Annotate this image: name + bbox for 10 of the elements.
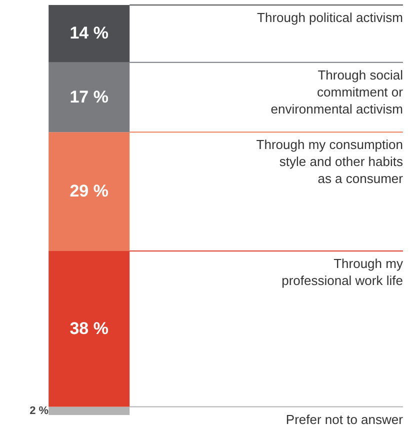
text: Through my consumption style and other habits as a consumer [256, 137, 404, 186]
data-label: 14 % [70, 24, 108, 43]
data-label: 2 % [30, 404, 49, 417]
text: Through my professional work life [282, 256, 404, 288]
text: Through social commitment or environmental activism [270, 67, 404, 116]
data-label: 29 % [70, 182, 108, 201]
data-label: 17 % [70, 87, 108, 106]
text: Through political activism [257, 10, 403, 25]
data-label: 38 % [70, 318, 108, 338]
text: Prefer not to answer [286, 412, 404, 427]
